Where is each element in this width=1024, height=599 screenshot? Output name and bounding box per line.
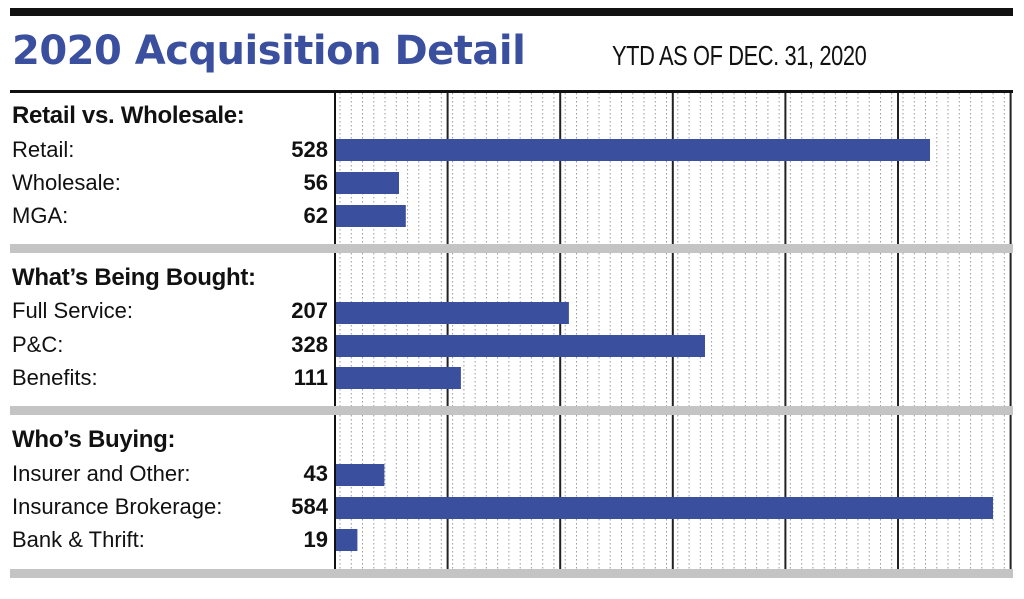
row-value-insurance-brokerage: 584 bbox=[291, 494, 328, 519]
bar bbox=[336, 367, 461, 389]
row-label-benefits: Benefits: bbox=[12, 365, 98, 390]
row-value-wholesale: 56 bbox=[303, 170, 328, 195]
section-separator bbox=[10, 406, 1013, 415]
bar bbox=[336, 335, 705, 357]
chart-title: 2020 Acquisition Detail bbox=[12, 28, 526, 74]
bar bbox=[336, 529, 358, 551]
row-value-insurer-other: 43 bbox=[303, 461, 328, 486]
section-title-retail-wholesale: Retail vs. Wholesale: bbox=[12, 102, 245, 129]
section-title-whos-buying: Who’s Buying: bbox=[12, 426, 176, 453]
row-value-bank-thrift: 19 bbox=[303, 527, 328, 552]
row-value-pc: 328 bbox=[291, 332, 328, 357]
row-label-wholesale: Wholesale: bbox=[12, 170, 121, 195]
row-label-insurer-other: Insurer and Other: bbox=[12, 461, 191, 486]
bar bbox=[336, 302, 569, 324]
section-separator bbox=[10, 244, 1013, 253]
section-title-whats-being-bought: What’s Being Bought: bbox=[12, 264, 256, 291]
bar bbox=[336, 497, 993, 519]
bar bbox=[336, 205, 406, 227]
row-label-insurance-brokerage: Insurance Brokerage: bbox=[12, 494, 223, 519]
row-value-benefits: 111 bbox=[293, 365, 328, 390]
row-label-retail: Retail: bbox=[12, 137, 75, 162]
row-label-pc: P&C: bbox=[12, 332, 64, 357]
bar bbox=[336, 139, 930, 161]
row-label-bank-thrift: Bank & Thrift: bbox=[12, 527, 145, 552]
row-value-full-service: 207 bbox=[291, 298, 328, 323]
section-separator bbox=[10, 569, 1013, 578]
row-label-mga: MGA: bbox=[12, 203, 69, 228]
header-rule bbox=[10, 90, 1013, 93]
row-value-retail: 528 bbox=[291, 137, 328, 162]
bar bbox=[336, 172, 399, 194]
top-rule bbox=[10, 8, 1013, 16]
chart-subtitle: YTD AS OF DEC. 31, 2020 bbox=[612, 40, 867, 71]
row-label-full-service: Full Service: bbox=[12, 298, 134, 323]
bar bbox=[336, 464, 385, 486]
row-value-mga: 62 bbox=[303, 203, 328, 228]
